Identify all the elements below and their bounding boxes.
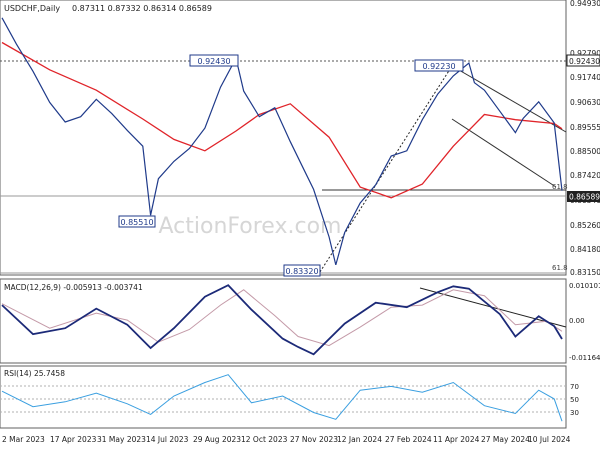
svg-text:0.86589: 0.86589	[569, 193, 600, 202]
y-tick: 0.89555	[570, 123, 600, 132]
y-tick: 0.85260	[570, 221, 600, 230]
annotation-low-2: 0.83320	[283, 264, 321, 277]
price-line	[1, 17, 563, 266]
x-tick: 29 Aug 2023	[193, 435, 241, 444]
macd-y-axis: 0.010101 0.00 -0.011645	[569, 282, 600, 362]
rsi-header: RSI(14) 25.7458	[4, 369, 65, 378]
x-tick: 2 Mar 2023	[2, 435, 45, 444]
y-tick: 0.88500	[570, 147, 600, 156]
annotation-low-1: 0.85510	[118, 215, 156, 228]
y-tick: 30	[570, 409, 579, 417]
channel-upper	[451, 65, 567, 133]
x-tick: 27 May 2024	[481, 435, 530, 444]
fib-label-lower: 61.8	[552, 264, 568, 272]
sma-line	[1, 41, 563, 199]
x-tick: 10 Jul 2024	[528, 435, 571, 444]
x-tick: 12 Oct 2023	[241, 435, 288, 444]
y-tick: 0.90630	[570, 98, 600, 107]
price-y-axis: 0.94930 0.92790 0.91740 0.90630 0.89555 …	[570, 0, 600, 277]
price-label-current: 0.86589	[567, 191, 600, 202]
price-header: USDCHF,Daily 0.87311 0.87332 0.86314 0.8…	[4, 4, 212, 13]
trendline-dotted	[319, 65, 453, 273]
macd-signal-line	[1, 289, 563, 347]
x-tick: 11 Apr 2024	[433, 435, 480, 444]
x-axis: 2 Mar 2023 17 Apr 2023 31 May 2023 14 Ju…	[2, 435, 571, 444]
annotation-high-2: 0.92230	[414, 59, 464, 72]
y-tick: 50	[570, 396, 579, 404]
x-tick: 31 May 2023	[97, 435, 146, 444]
x-tick: 27 Nov 2023	[290, 435, 338, 444]
macd-line	[1, 284, 563, 356]
y-tick: 0.84180	[570, 245, 600, 254]
y-tick: 0.92790	[570, 49, 600, 58]
x-tick: 17 Apr 2023	[50, 435, 97, 444]
macd-header: MACD(12,26,9) -0.005913 -0.003741	[4, 283, 143, 292]
symbol-label: USDCHF,Daily	[4, 4, 60, 13]
annotation-high-1: 0.92430	[189, 54, 239, 67]
price-panel	[0, 0, 567, 276]
fib-label-upper: 61.8	[552, 183, 568, 191]
svg-text:0.85510: 0.85510	[120, 218, 153, 227]
svg-text:0.92430: 0.92430	[569, 57, 600, 66]
svg-text:0.92430: 0.92430	[197, 57, 230, 66]
y-tick: 0.91740	[570, 73, 600, 82]
y-tick: 0.87420	[570, 171, 600, 180]
svg-text:0.83320: 0.83320	[285, 267, 318, 276]
x-tick: 27 Feb 2024	[385, 435, 432, 444]
rsi-panel	[0, 365, 567, 429]
rsi-line	[1, 374, 563, 422]
watermark: ActionForex.com	[159, 214, 342, 239]
y-tick: 0.00	[569, 317, 585, 325]
x-tick: 14 Jul 2023	[146, 435, 189, 444]
y-tick: 0.83150	[570, 268, 600, 277]
x-tick: 12 Jan 2024	[337, 435, 382, 444]
svg-text:0.92230: 0.92230	[422, 62, 455, 71]
y-tick: -0.011645	[569, 354, 600, 362]
rsi-y-axis: 70 50 30	[570, 383, 579, 417]
ohlc-label: 0.87311 0.87332 0.86314 0.86589	[72, 4, 212, 13]
y-tick: 0.010101	[569, 282, 600, 290]
y-tick: 70	[570, 383, 579, 391]
y-tick: 0.94930	[570, 0, 600, 8]
price-label-resistance: 0.92430	[566, 54, 600, 67]
